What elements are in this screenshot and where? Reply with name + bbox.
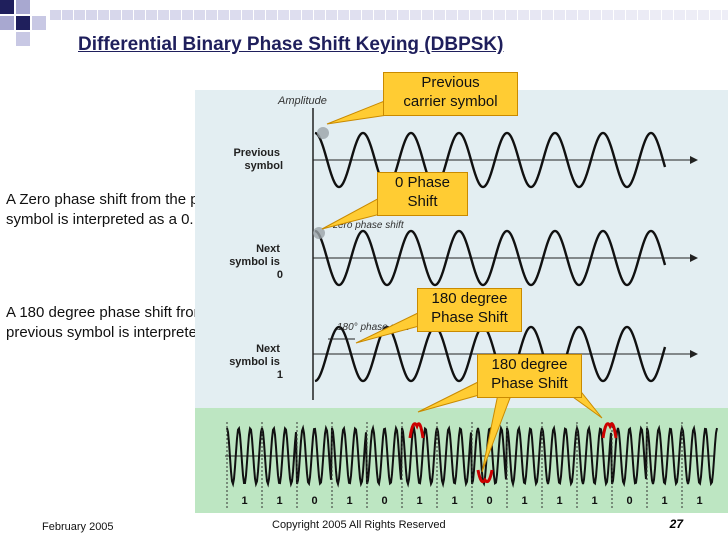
waveform-svg: Amplitude Previous symbol zero phase shi… [229, 95, 698, 400]
paragraph-180-shift: A 180 degree phase shift from the previo… [6, 304, 255, 341]
bit-label: 1 [556, 495, 562, 507]
paragraph-zero-shift: A Zero phase shift from the previous sym… [6, 191, 247, 228]
bit-label: 1 [591, 495, 597, 507]
footer-copyright: Copyright 2005 All Rights Reserved [272, 519, 446, 531]
page-title: Differential Binary Phase Shift Keying (… [78, 34, 504, 55]
bit-label: 1 [346, 495, 352, 507]
bit-label: 1 [416, 495, 422, 507]
wave-next-symbol-1 [314, 325, 667, 383]
highlight-dot [317, 127, 329, 139]
phase-marker-icon [601, 422, 618, 439]
row-label-3: Next symbol is 1 [229, 343, 283, 381]
callout-previous-carrier: Previous carrier symbol [383, 72, 518, 116]
bpsk-waveform-panel: 1 1 0 1 0 1 1 0 1 1 1 0 1 1 [195, 408, 728, 513]
phase-marker-icon [408, 422, 425, 439]
callout-180-degree-b: 180 degree Phase Shift [477, 354, 582, 398]
highlight-dot [313, 227, 325, 239]
bit-label: 1 [696, 495, 702, 507]
bit-label: 0 [381, 495, 387, 507]
arrow-icon [690, 156, 698, 164]
bit-label: 1 [276, 495, 282, 507]
bit-label: 1 [521, 495, 527, 507]
waveform-figure: Amplitude Previous symbol zero phase shi… [195, 90, 728, 408]
callout-180-degree-a: 180 degree Phase Shift [417, 288, 522, 332]
wave-label-zero: zero phase shift [332, 220, 405, 231]
corner-decoration [0, 0, 728, 46]
phase-marker-icon [476, 469, 494, 484]
bit-label: 1 [241, 495, 247, 507]
arrow-icon [690, 254, 698, 262]
wave-next-symbol-0 [314, 229, 667, 287]
wave-label-180: 180° phase shift [337, 322, 410, 333]
bit-label: 1 [661, 495, 667, 507]
pointer [481, 393, 511, 473]
bit-label: 1 [451, 495, 457, 507]
row-label-1: Previous symbol [233, 147, 283, 172]
bit-labels: 1 1 0 1 0 1 1 0 1 1 1 0 1 1 [241, 495, 702, 507]
bpsk-svg: 1 1 0 1 0 1 1 0 1 1 1 0 1 1 [225, 422, 718, 508]
bit-label: 0 [626, 495, 632, 507]
page-number: 27 [669, 517, 683, 531]
wave-previous-symbol [314, 131, 667, 189]
callout-zero-phase: 0 Phase Shift [377, 172, 468, 216]
footer-date: February 2005 [42, 521, 114, 533]
axis-label: Amplitude [277, 95, 327, 107]
bit-label: 0 [311, 495, 317, 507]
bit-label: 0 [486, 495, 492, 507]
arrow-icon [690, 350, 698, 358]
row-label-2: Next symbol is 0 [229, 243, 283, 281]
